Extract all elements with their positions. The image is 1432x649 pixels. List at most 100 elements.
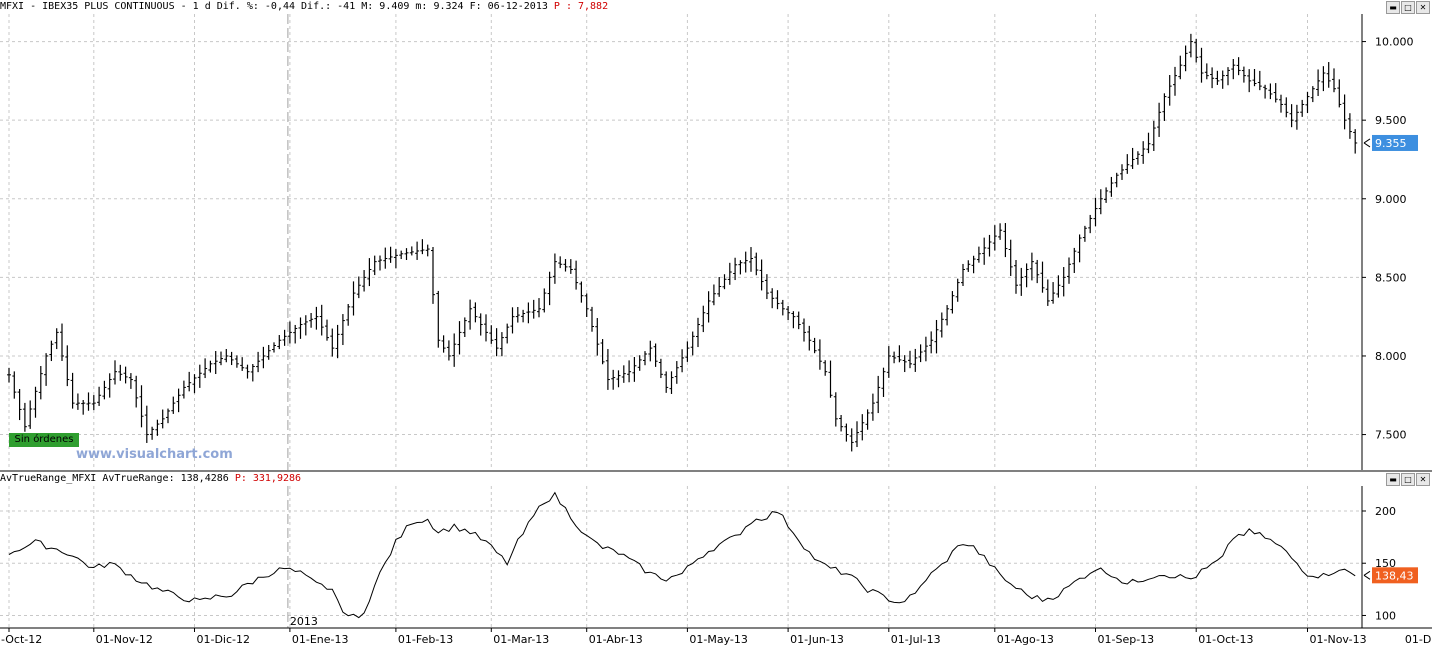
- ohlc-bar: [97, 386, 102, 406]
- ohlc-bar: [319, 304, 324, 336]
- ohlc-bar: [160, 409, 165, 429]
- ohlc-bar: [1178, 55, 1183, 80]
- watermark: www.visualchart.com: [76, 447, 233, 462]
- current-atr-label-bg: [1372, 567, 1418, 584]
- ohlc-bar: [452, 333, 457, 367]
- ohlc-bar: [1141, 141, 1146, 164]
- ohlc-bar: [1173, 66, 1177, 96]
- ohlc-bar: [1167, 74, 1172, 106]
- ohlc-bar: [399, 250, 404, 260]
- ohlc-bar: [1204, 63, 1209, 80]
- ohlc-bar: [1268, 83, 1273, 100]
- price-tick-label: 8.500: [1375, 271, 1407, 284]
- ohlc-bar: [839, 415, 844, 432]
- ohlc-bar: [303, 315, 308, 336]
- close-button[interactable]: ✕: [1416, 1, 1430, 14]
- maximize-button[interactable]: □: [1401, 473, 1415, 486]
- ohlc-bar: [213, 351, 218, 375]
- ohlc-bar: [1342, 94, 1347, 130]
- ohlc-bar: [33, 386, 38, 418]
- ohlc-bar: [1072, 247, 1077, 273]
- ohlc-bar: [1088, 214, 1093, 234]
- ohlc-bar: [1125, 154, 1130, 174]
- ohlc-bar: [1035, 259, 1040, 284]
- ohlc-bar: [600, 339, 605, 365]
- ohlc-bar: [690, 331, 695, 356]
- ohlc-bar: [584, 293, 589, 318]
- ohlc-bar: [913, 348, 918, 372]
- orders-status-badge[interactable]: Sin órdenes: [9, 433, 79, 447]
- date-tick-label: 01-Abr-13: [589, 633, 643, 646]
- ohlc-bar: [833, 392, 838, 427]
- ohlc-bar: [367, 258, 372, 287]
- ohlc-bar: [489, 325, 494, 344]
- price-chart[interactable]: 10.000 9.500 9.000 8.500 8.000 7.500 9.355: [0, 14, 1432, 470]
- ohlc-bar: [648, 340, 653, 362]
- ohlc-bar: [134, 375, 139, 408]
- ohlc-bar: [494, 328, 499, 357]
- panel-separator[interactable]: [0, 470, 1432, 472]
- ohlc-bar: [123, 366, 128, 384]
- minimize-button[interactable]: ▬: [1386, 473, 1400, 486]
- ohlc-bar: [998, 223, 1003, 240]
- minimize-button[interactable]: ▬: [1386, 1, 1400, 14]
- ohlc-bar: [1045, 279, 1050, 306]
- close-button[interactable]: ✕: [1416, 473, 1430, 486]
- ohlc-bar: [75, 393, 80, 410]
- price-tick-label: 10.000: [1375, 36, 1414, 49]
- date-tick-label: 01-Mar-13: [493, 633, 549, 646]
- ohlc-bar: [1014, 260, 1018, 294]
- ohlc-bar: [298, 317, 303, 339]
- ohlc-bar: [1008, 239, 1013, 276]
- date-tick-label: 01-Feb-13: [398, 633, 453, 646]
- ohlc-bar: [181, 380, 186, 399]
- ohlc-bar: [171, 396, 176, 414]
- ohlc-bar: [1289, 104, 1294, 128]
- indicator-panel-header: AvTrueRange_MFXI AvTrueRange: 138,4286 P…: [0, 472, 1432, 486]
- ohlc-bar: [812, 337, 817, 354]
- price-tick-label: 8.000: [1375, 350, 1407, 363]
- ohlc-bar: [685, 341, 690, 362]
- ohlc-bar: [54, 328, 59, 350]
- ohlc-bar: [261, 346, 266, 369]
- ohlc-bar: [1220, 70, 1225, 89]
- maximize-button[interactable]: □: [1401, 1, 1415, 14]
- ohlc-bar: [1316, 69, 1321, 96]
- ohlc-bar: [1194, 38, 1199, 63]
- ohlc-bar: [807, 325, 812, 351]
- ohlc-bar: [749, 247, 753, 272]
- ohlc-bar: [611, 369, 616, 390]
- ohlc-bar: [340, 314, 345, 346]
- ohlc-bar: [356, 276, 361, 299]
- ohlc-bar: [743, 251, 748, 273]
- ohlc-bar: [759, 259, 764, 291]
- ohlc-bar: [1284, 97, 1289, 118]
- current-atr-arrow: [1363, 570, 1371, 580]
- indicator-p-value: P: 331,9286: [234, 473, 302, 484]
- ohlc-bar: [1337, 79, 1342, 108]
- ohlc-bar: [1114, 172, 1119, 188]
- ohlc-bar: [478, 313, 483, 336]
- ohlc-bar: [1226, 67, 1230, 86]
- p-value: P : 7,882: [553, 1, 609, 12]
- ohlc-bar: [1241, 66, 1246, 83]
- ohlc-bar: [1332, 68, 1336, 93]
- ohlc-bar: [187, 371, 192, 392]
- ohlc-bar: [1024, 263, 1029, 288]
- ohlc-bar: [764, 274, 769, 300]
- ohlc-bar: [1157, 102, 1162, 137]
- ohlc-bar: [65, 345, 70, 387]
- ohlc-bar: [605, 349, 610, 390]
- ohlc-bar: [325, 319, 329, 341]
- ohlc-bar: [595, 318, 600, 356]
- ohlc-bar: [669, 371, 674, 394]
- ohlc-bar: [892, 351, 897, 364]
- ohlc-bar: [139, 385, 144, 428]
- ohlc-bar: [643, 351, 647, 366]
- year-marker: 2013: [290, 615, 318, 628]
- ohlc-bar: [250, 364, 255, 382]
- ohlc-bar: [929, 331, 934, 354]
- ohlc-bar: [579, 281, 584, 303]
- ohlc-bar: [1215, 70, 1220, 85]
- atr-chart[interactable]: 200 150 100 2013 138,43 -Oct-12 01-Nov-12 01-Di…: [0, 486, 1432, 649]
